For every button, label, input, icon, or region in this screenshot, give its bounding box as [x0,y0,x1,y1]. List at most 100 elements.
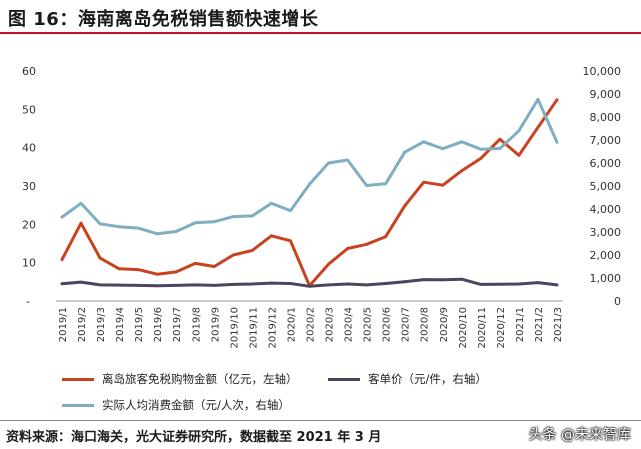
line-chart: - 10 20 30 40 50 60 0 1,000 2,000 3,000 4,000 5,000… [22,65,622,349]
y-right-tick-label: 9,000 [590,88,622,101]
data-point-2 [289,209,292,213]
y-right-tick-label: 10,000 [583,65,622,78]
legend-label-amount: 离岛旅客免税购物金额（亿元，左轴） [102,372,298,386]
series-line-2 [60,97,559,236]
y-left-tick-label: 60 [22,65,36,78]
data-point-0 [174,270,178,274]
y-right-tick-label: 0 [614,295,621,308]
x-tick-label: 2020/10 [458,307,469,349]
x-tick-label: 2019/7 [172,307,183,342]
data-point-1 [174,284,178,287]
data-point-0 [98,256,102,260]
data-point-1 [289,282,292,285]
data-point-2 [346,158,349,162]
data-point-1 [517,282,521,286]
y-right-tick-label: 6,000 [590,157,622,170]
data-point-2 [308,182,311,186]
legend-swatch-unit-price [328,377,360,381]
data-point-1 [536,281,540,284]
data-point-2 [60,215,64,219]
y-right-tick-label: 8,000 [590,111,622,124]
y-right-tick-label: 7,000 [590,134,622,147]
y-axis-right: 0 1,000 2,000 3,000 4,000 5,000 6,000 7,000 8,00… [583,65,622,308]
data-point-1 [79,280,83,284]
x-tick-label: 2020/2 [306,307,317,342]
legend: 离岛旅客免税购物金额（亿元，左轴） 客单价（元/件，右轴） 实际人均消费金额（元… [62,371,632,421]
data-point-1 [251,282,254,286]
legend-label-unit-price: 客单价（元/件，右轴） [368,372,487,386]
y-right-tick-label: 1,000 [590,272,622,285]
data-point-0 [270,234,273,238]
data-point-2 [251,214,254,218]
data-point-2 [403,150,407,154]
x-tick-label: 2020/8 [420,307,431,342]
y-right-tick-label: 4,000 [590,203,622,216]
data-point-1 [460,277,464,281]
y-left-tick-label: 30 [22,180,36,193]
data-point-1 [422,278,426,281]
data-point-1 [346,282,349,286]
x-tick-label: 2019/8 [191,307,202,342]
data-point-2 [155,232,159,236]
data-point-1 [555,283,559,287]
x-tick-label: 2020/1 [286,307,297,342]
data-point-0 [231,253,235,257]
legend-label-per-capita: 实际人均消费金额（元/人次，右轴） [102,398,290,412]
data-point-2 [231,215,235,219]
data-point-2 [212,220,216,224]
data-point-0 [346,247,349,250]
data-point-1 [231,283,235,286]
legend-item-unit-price: 客单价（元/件，右轴） [328,371,487,387]
data-point-0 [117,267,121,271]
data-point-0 [327,262,330,266]
legend-item-amount: 离岛旅客免税购物金额（亿元，左轴） [62,371,298,387]
y-left-tick-label: 10 [22,257,36,270]
data-point-0 [365,242,368,246]
data-point-0 [403,204,407,208]
x-tick-label: 2020/12 [496,307,507,349]
series-lines [60,97,559,288]
data-point-0 [79,221,83,225]
source-bar: 资料来源：海口海关，光大证券研究所，数据截至 2021 年 3 月 头条 @未来… [0,420,641,449]
data-point-2 [327,161,330,165]
data-point-1 [193,283,197,287]
data-point-2 [479,147,483,151]
data-point-0 [441,183,445,187]
x-tick-label: 2019/2 [77,307,88,342]
data-point-0 [60,258,64,261]
x-tick-label: 2020/11 [477,307,488,349]
data-point-1 [98,283,102,287]
legend-item-per-capita: 实际人均消费金额（元/人次，右轴） [62,397,290,413]
data-point-0 [289,239,292,243]
x-tick-label: 2019/5 [134,307,145,342]
data-point-2 [98,222,102,226]
watermark: 头条 @未来智库 [528,427,631,443]
series-line-0 [60,98,559,288]
data-point-2 [460,140,464,144]
x-tick-label: 2020/6 [382,307,393,342]
data-point-2 [117,225,121,229]
data-point-0 [384,235,388,239]
data-point-0 [555,98,559,102]
data-point-1 [365,283,368,287]
data-point-2 [365,184,368,187]
data-point-2 [555,140,559,144]
y-left-tick-label: 40 [22,142,36,155]
x-tick-label: 2021/3 [553,307,564,342]
data-point-1 [117,283,121,287]
data-point-1 [212,284,216,287]
x-tick-label: 2020/4 [344,307,355,342]
data-point-0 [536,125,540,129]
x-tick-label: 2019/9 [210,307,221,342]
x-tick-label: 2019/1 [58,307,69,342]
legend-swatch-amount [62,377,94,381]
data-point-1 [327,283,330,287]
source-note: 资料来源：海口海关，光大证券研究所，数据截至 2021 年 3 月 [6,430,382,445]
data-point-0 [460,169,464,173]
data-point-0 [193,262,197,265]
y-left-tick-label: 50 [22,103,36,116]
data-point-1 [498,282,502,286]
chart-title: 图 16：海南离岛免税销售额快速增长 [8,9,319,30]
data-point-0 [212,265,216,268]
x-tick-label: 2021/2 [534,307,545,342]
